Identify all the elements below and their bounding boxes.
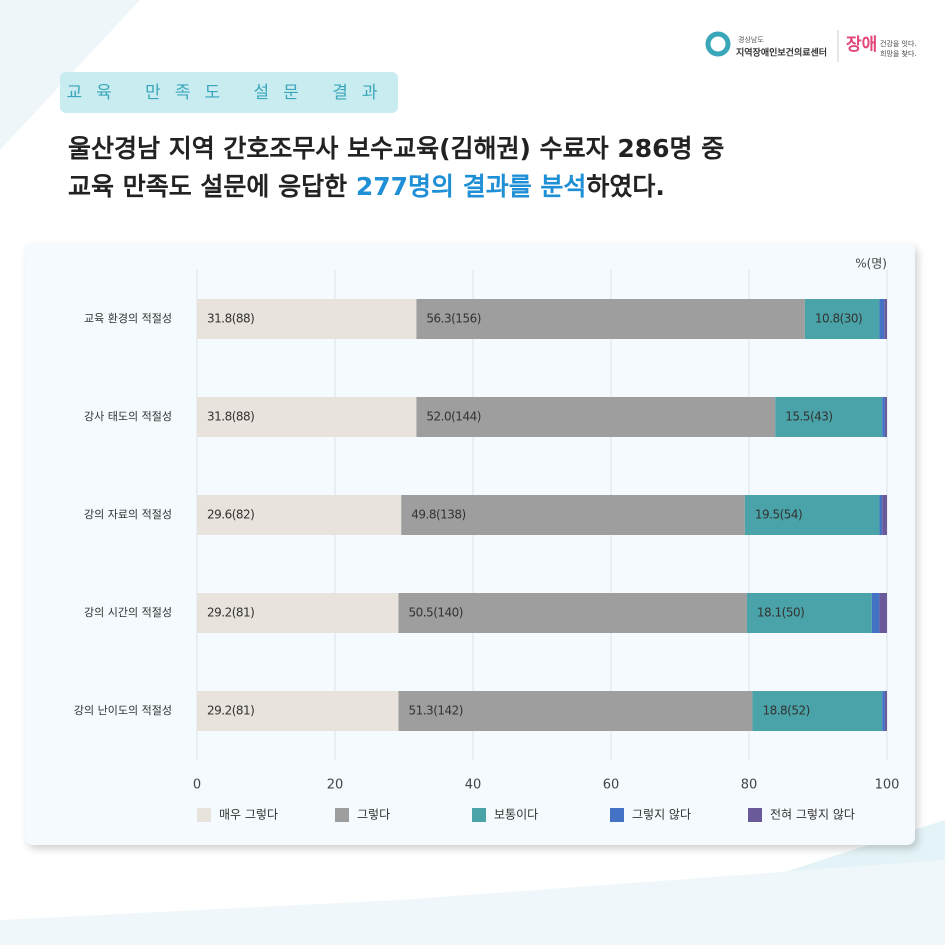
- legend-swatch: [335, 808, 349, 822]
- bar-segment: [416, 299, 805, 339]
- bar-segment: [752, 691, 883, 731]
- y-tick-label: 교육 환경의 적절성: [84, 312, 172, 325]
- x-tick-label: 40: [465, 778, 482, 793]
- x-tick-label: 20: [327, 778, 344, 793]
- data-label: 50.5(140): [408, 606, 463, 620]
- legend-swatch: [197, 808, 211, 822]
- data-label: 51.3(142): [408, 704, 463, 718]
- y-tick-label: 강의 자료의 적절성: [84, 508, 172, 521]
- legend-label: 전혀 그렇지 않다: [770, 807, 855, 822]
- headline-part: 하였다.: [586, 172, 665, 201]
- bar-segment: [197, 593, 399, 633]
- y-tick-label: 강사 태도의 적절성: [84, 410, 172, 423]
- x-tick-label: 80: [741, 778, 758, 793]
- logo-text: 지역장애인보건의료센터: [736, 47, 827, 59]
- legend-label: 매우 그렇다: [219, 807, 278, 822]
- bar-segment: [197, 691, 399, 731]
- bar-segment: [882, 691, 885, 731]
- legend-label: 그렇지 않다: [632, 807, 691, 822]
- logo-icon: [705, 31, 731, 57]
- data-label: 29.2(81): [207, 606, 254, 620]
- y-tick-label: 강의 난이도의 적절성: [74, 704, 172, 717]
- bar-segment: [746, 593, 872, 633]
- logo-text: 건강을 잇다.: [880, 39, 917, 48]
- bar-segment: [871, 593, 880, 633]
- bar-segment: [884, 397, 887, 437]
- data-label: 52.0(144): [426, 410, 481, 424]
- data-label: 31.8(88): [207, 410, 254, 424]
- x-tick-label: 0: [193, 778, 201, 793]
- bar-segment: [879, 593, 887, 633]
- headline: 울산경남 지역 간호조무사 보수교육(김해권) 수료자 286명 중: [68, 134, 724, 163]
- legend-swatch: [610, 808, 624, 822]
- bar-segment: [197, 299, 417, 339]
- data-label: 29.6(82): [207, 508, 254, 522]
- data-label: 15.5(43): [785, 410, 832, 424]
- bar-segment: [197, 495, 402, 535]
- logo-brand: 장애: [846, 35, 877, 55]
- logo-text: 희망을 찾다.: [880, 49, 917, 58]
- data-label: 10.8(30): [815, 312, 862, 326]
- data-label: 31.8(88): [207, 312, 254, 326]
- data-label: 29.2(81): [207, 704, 254, 718]
- badge: [60, 72, 398, 113]
- y-tick-label: 강의 시간의 적절성: [84, 606, 172, 619]
- logo: 경상남도 지역장애인보건의료센터 장애 건강을 잇다. 희망을 찾다.: [705, 30, 917, 62]
- data-label: 18.8(52): [762, 704, 809, 718]
- data-label: 18.1(50): [757, 606, 804, 620]
- data-label: 49.8(138): [411, 508, 466, 522]
- headline-part: 교육 만족도 설문에 응답한: [68, 172, 356, 201]
- legend-swatch: [472, 808, 486, 822]
- bar-segment: [804, 299, 880, 339]
- bar-segment: [398, 593, 747, 633]
- unit-label: %(명): [855, 257, 887, 271]
- headline: 교육 만족도 설문에 응답한 277명의 결과를 분석하였다.: [68, 172, 665, 201]
- x-tick-label: 60: [603, 778, 620, 793]
- legend-swatch: [748, 808, 762, 822]
- legend-label: 보통이다: [494, 808, 538, 822]
- data-label: 19.5(54): [755, 508, 802, 522]
- legend-label: 그렇다: [357, 807, 390, 822]
- bar-segment: [882, 495, 887, 535]
- logo-text: 경상남도: [738, 35, 764, 44]
- bar-segment: [398, 691, 753, 731]
- badge-text: 교육 만족도 설문 결과: [67, 83, 392, 103]
- bar-segment: [401, 495, 745, 535]
- x-tick-label: 100: [875, 778, 900, 793]
- bar-segment: [884, 691, 887, 731]
- headline-highlight: 277명의 결과를 분석: [356, 172, 587, 201]
- bar-segment: [197, 397, 417, 437]
- bar-segment: [744, 495, 880, 535]
- bar-segment: [882, 397, 885, 437]
- bar-segment: [879, 299, 885, 339]
- data-label: 56.3(156): [426, 312, 481, 326]
- decor: [0, 860, 945, 945]
- bar-segment: [879, 495, 883, 535]
- bar-segment: [775, 397, 883, 437]
- bar-segment: [884, 299, 887, 339]
- bar-segment: [416, 397, 776, 437]
